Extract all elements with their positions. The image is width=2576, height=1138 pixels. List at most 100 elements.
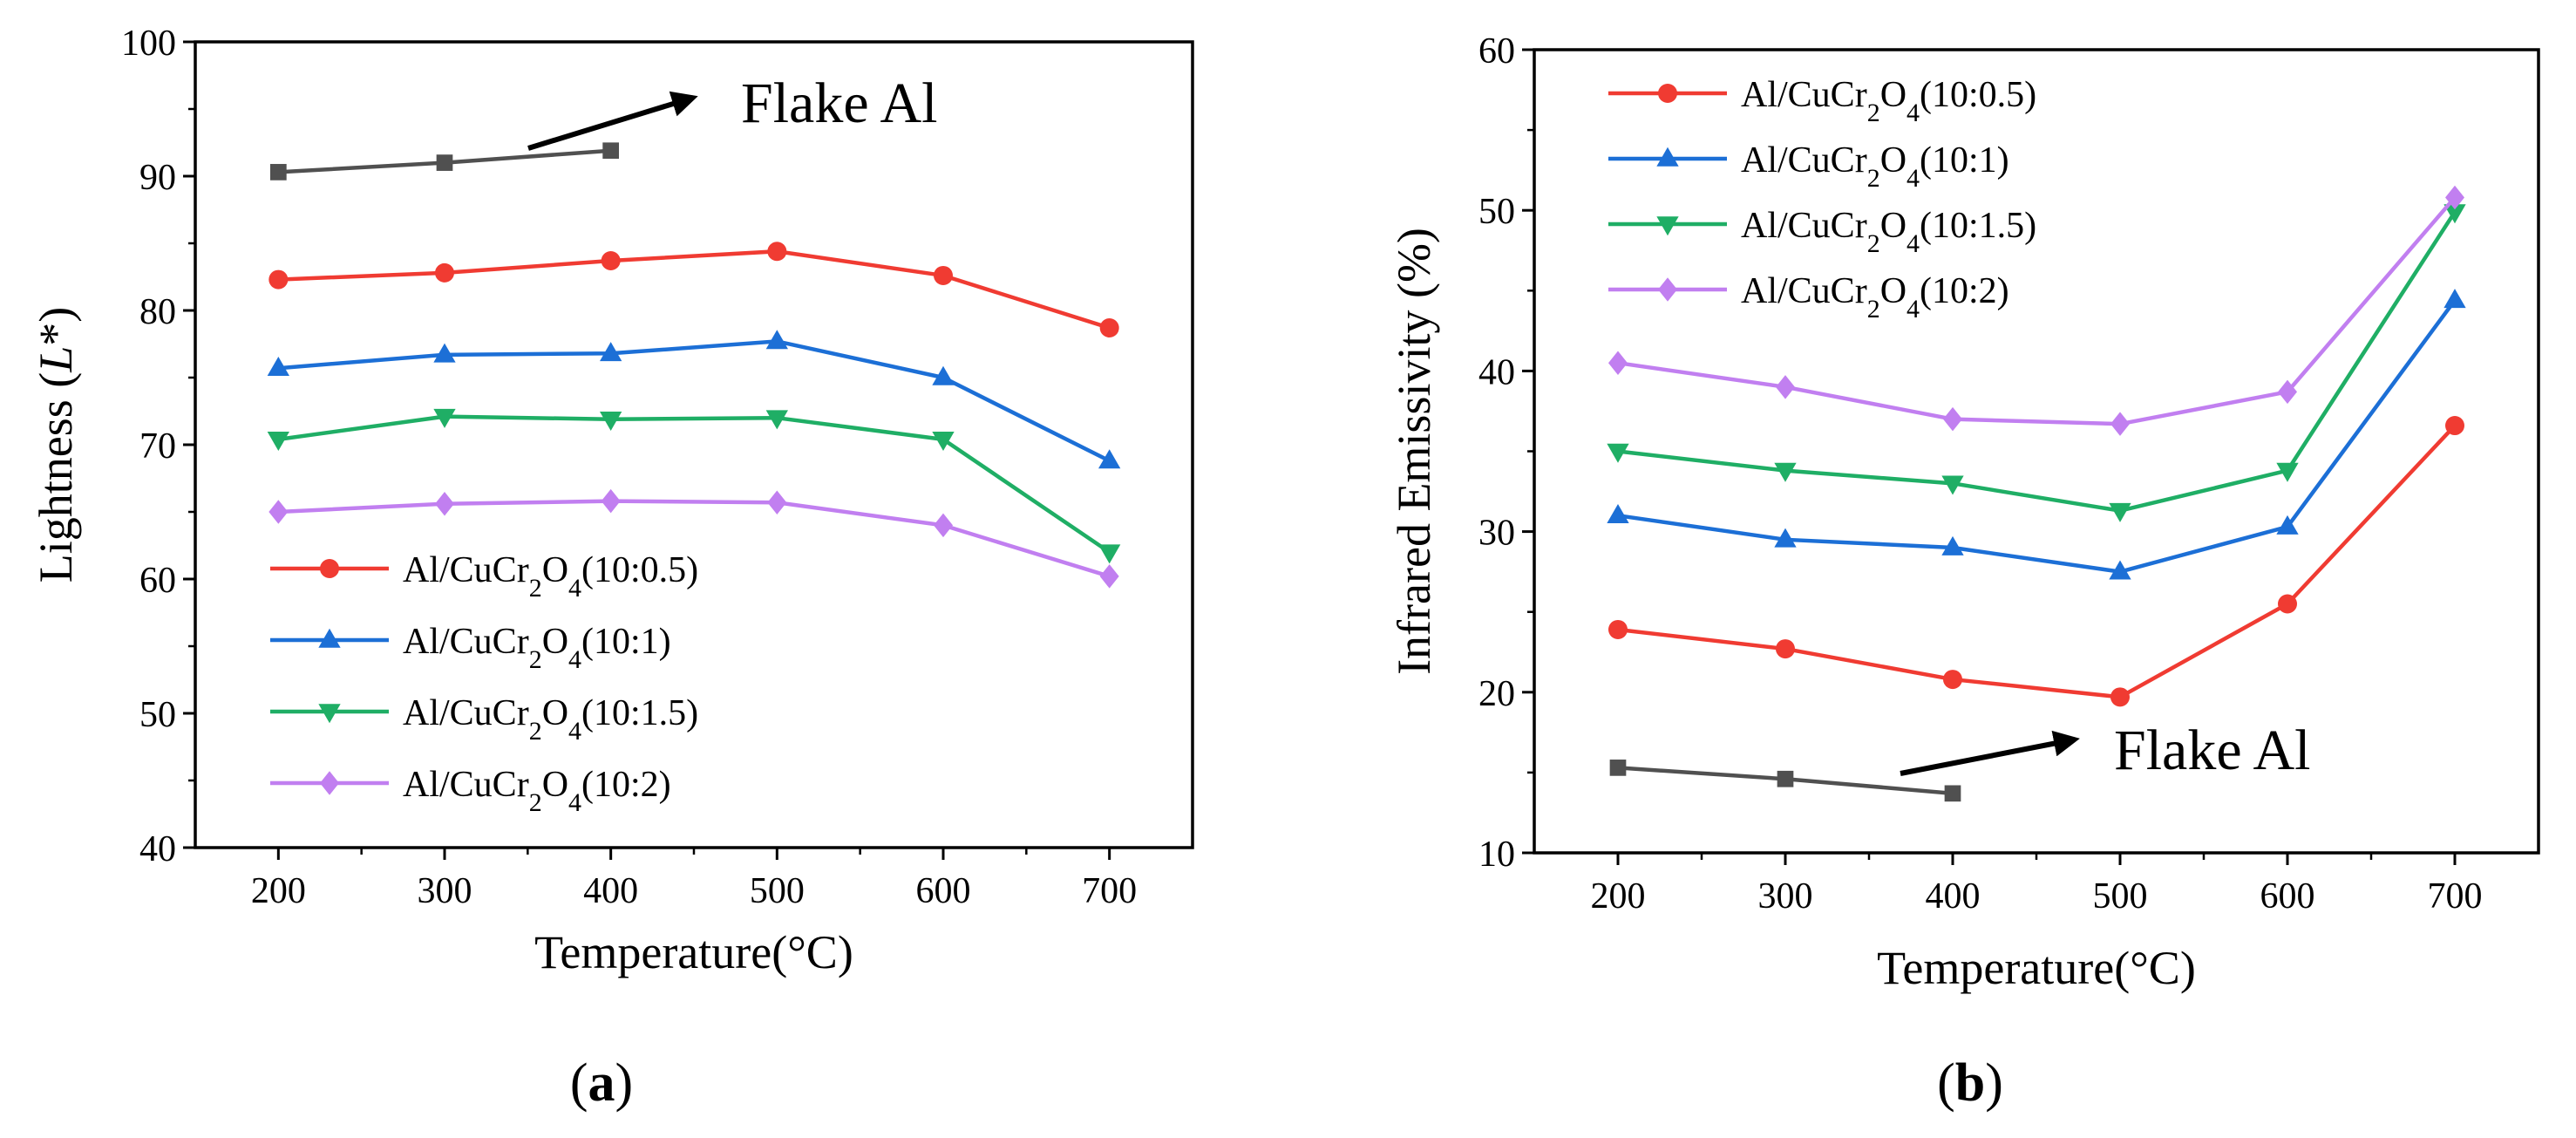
chart-a-data-point	[765, 410, 788, 430]
chart-a-series-1	[268, 242, 1119, 338]
chart-a-data-point	[600, 411, 622, 431]
chart-a-legend-label: Al/CuCr2O4(10:1)	[403, 622, 671, 674]
chart-b-y-tick-label: 60	[1478, 31, 1515, 72]
chart-b-data-point	[2443, 289, 2466, 309]
chart-b-data-point	[2445, 416, 2464, 436]
chart-a-data-point	[436, 154, 453, 171]
chart-b-data-point	[1777, 770, 1794, 787]
chart-a-annotation-arrow	[527, 91, 698, 151]
chart-a-data-point	[602, 142, 620, 160]
chart-b-data-point	[1609, 760, 1627, 776]
chart-b-data-point	[2445, 185, 2464, 210]
chart-b-annotation-arrow	[1900, 730, 2080, 776]
chart-b-legend-marker	[1656, 147, 1679, 167]
chart-b-y-tick-label: 30	[1478, 514, 1515, 554]
chart-a-legend-label: Al/CuCr2O4(10:0.5)	[403, 550, 698, 603]
chart-b-data-point	[2278, 594, 2297, 614]
chart-b-series-3	[1607, 204, 2466, 522]
chart-a-series-4	[268, 488, 1119, 589]
chart-a-data-point	[1099, 318, 1119, 338]
chart-a-panel-label: (a)	[570, 1053, 633, 1113]
chart-a-data-point	[433, 343, 456, 363]
chart-a-y-axis-label: Lightness (L*)	[30, 307, 82, 583]
chart-a-data-point	[1099, 564, 1119, 589]
chart-a-y-tick-label: 90	[139, 158, 176, 198]
chart-b-x-tick-label: 600	[2260, 876, 2315, 917]
chart-b-data-point	[2276, 514, 2299, 535]
chart-b-data-point	[1776, 375, 1795, 399]
chart-a-data-point	[1098, 544, 1121, 564]
chart-a-legend-label: Al/CuCr2O4(10:1.5)	[403, 693, 698, 746]
chart-panel-b: 200 300 400 500 600 700 10 20 30 40 50 60 Temperatur…	[1388, 31, 2540, 1113]
chart-a-legend-label: Al/CuCr2O4(10:2)	[403, 765, 671, 817]
chart-b-data-point	[2110, 687, 2130, 707]
chart-b-data-point	[2109, 560, 2131, 580]
chart-a-annotation-text: Flake Al	[741, 72, 938, 135]
chart-b-data-point	[1774, 528, 1797, 548]
chart-b-legend-label: Al/CuCr2O4(10:1.5)	[1741, 206, 2036, 258]
chart-a-legend-marker	[320, 771, 339, 795]
chart-a-x-tick-label: 400	[583, 871, 638, 911]
chart-b-data-point	[1774, 462, 1797, 482]
chart-a-legend-marker	[318, 704, 341, 724]
chart-b-data-point	[2278, 379, 2297, 405]
chart-b-series-0	[1609, 760, 1961, 802]
chart-b-legend-marker	[1658, 277, 1677, 302]
chart-a-x-tick-label: 300	[418, 871, 472, 911]
chart-a-series-0	[269, 142, 620, 181]
chart-a-x-tick-label: 200	[251, 871, 306, 911]
chart-a-data-point	[600, 342, 622, 362]
chart-b-series-1	[1608, 416, 2464, 707]
chart-a-legend-marker	[318, 628, 341, 648]
chart-b-x-tick-label: 400	[1926, 876, 1981, 917]
chart-b-x-axis-label: Temperature(°C)	[1877, 942, 2196, 994]
chart-a-data-point	[934, 513, 953, 538]
chart-b-y-axis-label: Infrared Emissivity (%)	[1388, 228, 1440, 675]
chart-a-data-point	[934, 265, 953, 285]
chart-b-data-point	[1607, 443, 1629, 463]
chart-a-series-line	[278, 249, 1111, 330]
chart-b-series-line	[1617, 299, 2457, 574]
chart-a-series-line	[278, 414, 1111, 555]
chart-b-plot-frame	[1533, 48, 2540, 855]
chart-b-y-tick-label: 10	[1478, 835, 1515, 875]
chart-b-series-2	[1607, 289, 2466, 580]
chart-a-data-point	[932, 432, 955, 452]
chart-b-legend-label: Al/CuCr2O4(10:0.5)	[1741, 75, 2036, 127]
chart-b-data-point	[2110, 412, 2130, 436]
chart-b-data-point	[1776, 639, 1795, 659]
chart-a-series-line	[278, 499, 1111, 579]
chart-b-data-point	[1608, 351, 1628, 375]
chart-b-x-tick-label: 700	[2428, 876, 2483, 917]
chart-b-series-line	[1617, 210, 2457, 513]
chart-b-data-point	[1607, 503, 1629, 523]
chart-b-legend-marker	[1658, 84, 1677, 103]
chart-b-panel-label: (b)	[1937, 1053, 2003, 1113]
chart-a-y-tick-label: 60	[139, 561, 176, 601]
chart-a-data-point	[269, 164, 287, 181]
chart-b-data-point	[2276, 462, 2299, 482]
chart-a-series-3	[267, 408, 1121, 564]
chart-a-y-tick-label: 50	[139, 695, 176, 735]
chart-b-x-tick-label: 200	[1591, 876, 1646, 917]
chart-b-y-tick-label: 40	[1478, 352, 1515, 392]
chart-b-data-point	[1944, 785, 1961, 802]
chart-a-y-tick-label: 70	[139, 426, 176, 467]
chart-a-data-point	[932, 365, 955, 385]
chart-a-data-point	[268, 500, 289, 524]
chart-b-legend-marker	[1656, 216, 1679, 236]
chart-b-data-point	[1943, 406, 1962, 432]
chart-b-series-line	[1617, 424, 2457, 699]
chart-a-data-point	[267, 432, 289, 452]
chart-b-legend-label: Al/CuCr2O4(10:1)	[1741, 140, 2009, 193]
chart-b-legend-label: Al/CuCr2O4(10:2)	[1741, 271, 2009, 324]
chart-a-data-point	[268, 269, 289, 290]
chart-a-data-point	[435, 492, 454, 516]
chart-a-y-tick-label: 100	[121, 24, 176, 64]
chart-a-data-point	[435, 262, 454, 283]
chart-a-data-point	[767, 490, 787, 514]
chart-a-data-point	[601, 488, 621, 514]
chart-a-y-tick-label: 40	[139, 829, 176, 869]
chart-a-x-tick-label: 600	[916, 871, 971, 911]
